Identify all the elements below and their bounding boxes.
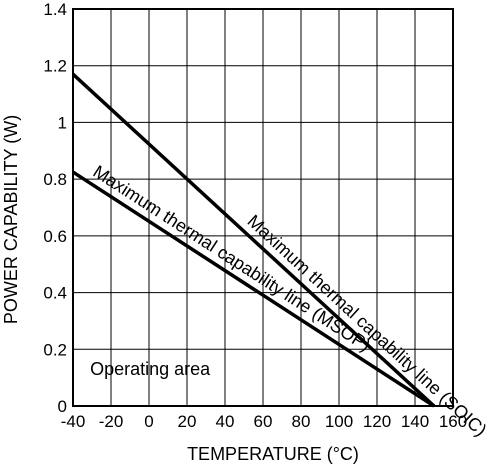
y-tick-label: 1.2 xyxy=(43,57,67,76)
y-tick-labels: 0 0.2 0.4 0.6 0.8 1 1.2 1.4 xyxy=(43,0,67,416)
x-tick-label: 20 xyxy=(178,412,197,431)
x-tick-label: 40 xyxy=(216,412,235,431)
y-tick-label: 1.4 xyxy=(43,0,67,19)
y-tick-label: 0.2 xyxy=(43,340,67,359)
x-axis-title: TEMPERATURE (°C) xyxy=(187,444,359,464)
y-tick-label: 0.6 xyxy=(43,227,67,246)
x-tick-label: 80 xyxy=(292,412,311,431)
plot-frame xyxy=(72,8,454,407)
series-line-msop xyxy=(72,170,435,408)
series-label-msop: Maximum thermal capability line (MSOP) xyxy=(90,161,375,355)
y-tick-label: 0 xyxy=(58,397,67,416)
y-tick-label: 0.8 xyxy=(43,170,67,189)
series-lines xyxy=(71,72,436,408)
y-tick-label: 0.4 xyxy=(43,284,67,303)
x-tick-label: 60 xyxy=(254,412,273,431)
series-line-soic xyxy=(71,72,436,408)
x-tick-label: 160 xyxy=(439,412,467,431)
x-tick-label: 0 xyxy=(144,412,153,431)
operating-area-label: Operating area xyxy=(90,359,211,379)
x-tick-label: -20 xyxy=(99,412,124,431)
x-tick-label: 100 xyxy=(325,412,353,431)
x-tick-labels: -40 -20 0 20 40 60 80 100 120 140 160 xyxy=(61,412,467,431)
x-tick-label: 140 xyxy=(401,412,429,431)
y-tick-label: 1 xyxy=(58,113,67,132)
x-tick-label: 120 xyxy=(363,412,391,431)
y-axis-title: POWER CAPABILITY (W) xyxy=(1,115,21,324)
x-tick-label: -40 xyxy=(61,412,86,431)
